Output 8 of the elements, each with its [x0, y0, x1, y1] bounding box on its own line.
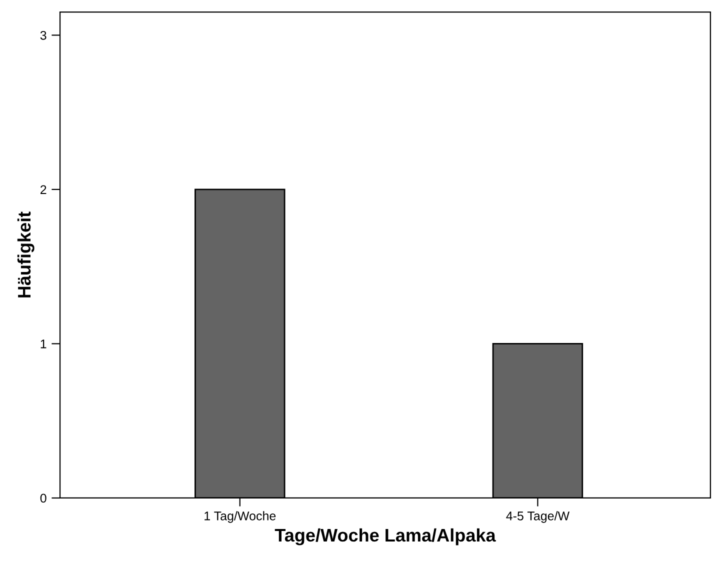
- y-tick-label: 2: [40, 185, 46, 194]
- x-tick-label: 1 Tag/Woche: [204, 511, 276, 523]
- y-tick-label: 3: [40, 30, 46, 40]
- x-tick-label: 4-5 Tage/W: [506, 511, 570, 523]
- x-axis-title: Tage/Woche Lama/Alpaka: [274, 528, 496, 546]
- y-axis-title: Häufigkeit: [17, 212, 34, 298]
- y-tick-label: 0: [40, 494, 46, 503]
- y-tick-label: 1: [40, 340, 46, 348]
